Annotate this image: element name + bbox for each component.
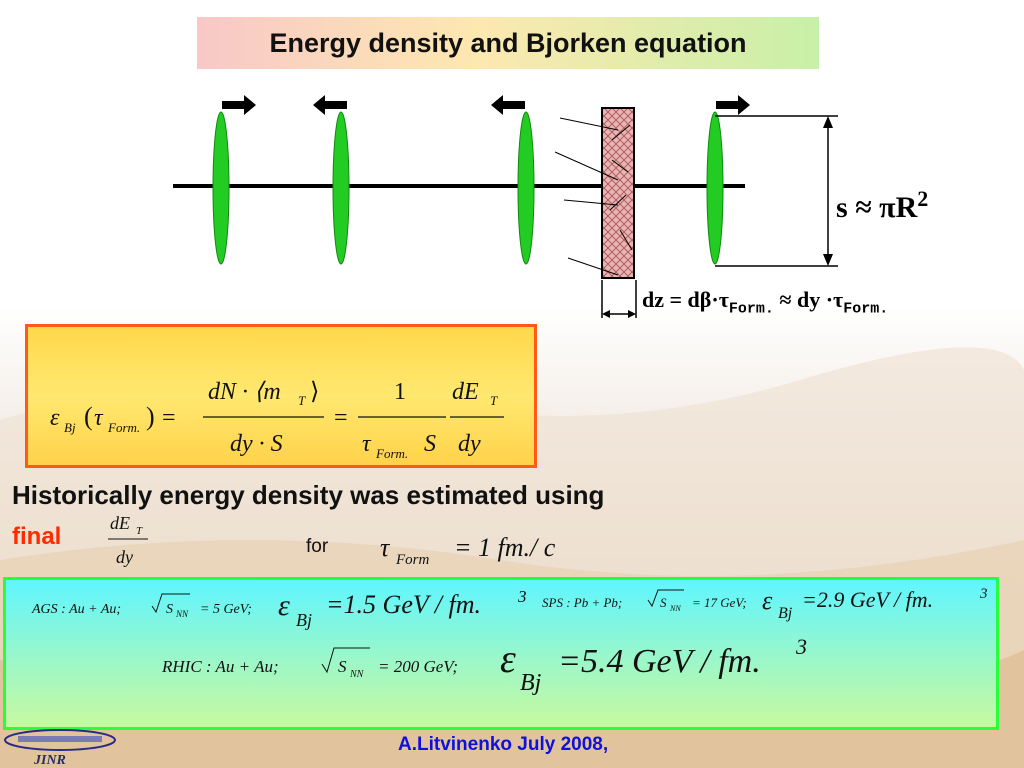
- author-credit: A.Litvinenko July 2008,: [398, 734, 609, 755]
- svg-text:Bj: Bj: [64, 420, 76, 435]
- svg-text:dN · ⟨m: dN · ⟨m: [208, 379, 281, 405]
- collision-diagram: [173, 95, 838, 318]
- results-formulas: AGS : Au + Au; S NN = 5 GeV; ε Bj =1.5 G…: [31, 586, 988, 696]
- final-word: final: [12, 523, 62, 550]
- svg-text:AGS : Au + Au;: AGS : Au + Au;: [31, 602, 121, 617]
- rhic-result: RHIC : Au + Au; S NN = 200 GeV; ε Bj =5.…: [161, 634, 807, 696]
- svg-text:S: S: [338, 657, 347, 676]
- final-fraction: dE T dy: [108, 513, 148, 567]
- svg-text:dE: dE: [452, 379, 479, 405]
- dz-formula: dz = dβ·τForm. ≈ dy ·τForm.: [642, 287, 889, 318]
- svg-text:JINR: JINR: [33, 753, 66, 768]
- svg-text:Bj: Bj: [778, 605, 793, 622]
- svg-text:= 5 GeV;: = 5 GeV;: [200, 602, 252, 617]
- svg-text:T: T: [136, 525, 143, 537]
- svg-text:dy: dy: [116, 547, 133, 567]
- nucleus-3: [517, 111, 535, 265]
- svg-text:Form.: Form.: [107, 420, 140, 435]
- arrow-right-1: [222, 95, 256, 115]
- ags-result: AGS : Au + Au; S NN = 5 GeV; ε Bj =1.5 G…: [31, 587, 527, 630]
- sps-result: SPS : Pb + Pb; S NN = 17 GeV; ε Bj =2.9 …: [542, 586, 988, 622]
- svg-text:1: 1: [394, 379, 406, 405]
- svg-text:S: S: [166, 602, 173, 617]
- svg-text:= 1 fm./ c: = 1 fm./ c: [454, 533, 556, 562]
- svg-text:T: T: [490, 393, 498, 408]
- svg-text:NN: NN: [669, 604, 681, 613]
- svg-text:RHIC : Au + Au;: RHIC : Au + Au;: [161, 657, 279, 676]
- svg-text:ε: ε: [278, 589, 290, 622]
- svg-text:NN: NN: [349, 669, 365, 680]
- svg-text:=2.9 GeV / fm.: =2.9 GeV / fm.: [802, 587, 933, 612]
- hatched-slab: [601, 107, 635, 279]
- bjorken-formula-box: ε Bj ( τ Form. ) = dN · ⟨m T ⟩ dy · S = …: [25, 324, 537, 468]
- svg-text:τ: τ: [362, 431, 372, 457]
- area-formula: s ≈ πR2: [836, 186, 929, 224]
- svg-text:=: =: [162, 405, 176, 431]
- svg-text:3: 3: [795, 634, 807, 659]
- svg-text:S: S: [660, 595, 667, 610]
- arrow-right-2: [716, 95, 750, 115]
- svg-text:3: 3: [517, 587, 527, 606]
- svg-text:(: (: [84, 402, 93, 431]
- arrow-left-2: [491, 95, 525, 115]
- svg-text:Form.: Form.: [375, 446, 408, 461]
- svg-text:τ: τ: [94, 405, 104, 431]
- nucleus-1: [212, 111, 230, 265]
- svg-text:NN: NN: [175, 609, 189, 619]
- bjorken-formula: ε Bj ( τ Form. ) = dN · ⟨m T ⟩ dy · S = …: [50, 379, 504, 461]
- svg-text:= 200 GeV;: = 200 GeV;: [378, 657, 458, 676]
- svg-text:SPS : Pb + Pb;: SPS : Pb + Pb;: [542, 595, 622, 610]
- nucleus-4: [706, 111, 724, 265]
- historically-text: Historically energy density was estimate…: [12, 480, 605, 510]
- svg-text:dE: dE: [110, 513, 130, 533]
- svg-text:dy: dy: [458, 431, 481, 457]
- svg-text:ε: ε: [50, 405, 60, 431]
- svg-text:): ): [146, 402, 155, 431]
- for-word: for: [306, 536, 329, 557]
- svg-text:dy · S: dy · S: [230, 431, 283, 457]
- svg-text:=5.4 GeV / fm.: =5.4 GeV / fm.: [558, 643, 761, 680]
- arrow-left-1: [313, 95, 347, 115]
- svg-text:S: S: [424, 431, 436, 457]
- tau-form-formula: τ Form = 1 fm./ c: [380, 533, 556, 568]
- svg-text:ε: ε: [500, 636, 516, 681]
- svg-text:T: T: [298, 393, 306, 408]
- svg-text:= 17 GeV;: = 17 GeV;: [692, 595, 747, 610]
- particle-tracks: [554, 117, 633, 276]
- svg-text:Bj: Bj: [296, 610, 312, 630]
- slide-title: Energy density and Bjorken equation: [197, 17, 819, 69]
- svg-text:=1.5 GeV / fm.: =1.5 GeV / fm.: [326, 590, 481, 619]
- svg-text:τ: τ: [380, 533, 391, 562]
- svg-text:Bj: Bj: [520, 670, 542, 696]
- svg-text:⟩: ⟩: [310, 379, 319, 405]
- jinr-logo: JINR: [4, 729, 116, 768]
- svg-text:Form: Form: [395, 552, 430, 568]
- nucleus-2: [332, 111, 350, 265]
- results-box: AGS : Au + Au; S NN = 5 GeV; ε Bj =1.5 G…: [3, 577, 999, 730]
- svg-text:3: 3: [979, 586, 988, 602]
- svg-text:ε: ε: [762, 586, 773, 615]
- svg-text:=: =: [334, 405, 348, 431]
